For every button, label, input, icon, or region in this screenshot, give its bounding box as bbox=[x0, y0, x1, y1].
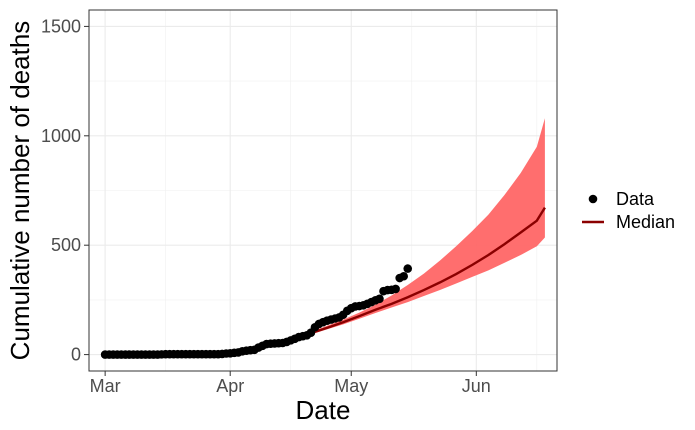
y-axis-title: Cumulative number of deaths bbox=[5, 21, 35, 361]
x-axis: Mar Apr May Jun bbox=[90, 371, 491, 396]
data-point bbox=[391, 284, 400, 294]
grid bbox=[89, 10, 557, 371]
legend-label: Median bbox=[616, 212, 675, 232]
y-tick-label: 0 bbox=[71, 345, 81, 365]
y-tick-label: 500 bbox=[51, 235, 81, 255]
legend-label: Data bbox=[616, 189, 655, 209]
x-axis-title: Date bbox=[296, 395, 351, 425]
x-tick-label: Jun bbox=[462, 376, 491, 396]
confidence-band-layer bbox=[294, 118, 545, 339]
x-tick-label: Apr bbox=[216, 376, 244, 396]
median-line-layer bbox=[294, 206, 546, 340]
y-tick-label: 1000 bbox=[41, 126, 81, 146]
data-point bbox=[399, 271, 408, 281]
median-line bbox=[294, 206, 546, 340]
data-point bbox=[403, 264, 413, 273]
legend: Data Median bbox=[582, 189, 675, 232]
x-tick-label: May bbox=[334, 376, 368, 396]
y-axis: 0 500 1000 1500 bbox=[41, 16, 89, 365]
data-points-layer bbox=[100, 264, 413, 359]
data-point bbox=[375, 294, 384, 304]
y-tick-label: 1500 bbox=[41, 16, 81, 36]
legend-point-key bbox=[588, 194, 598, 204]
confidence-band bbox=[294, 118, 545, 339]
x-tick-label: Mar bbox=[90, 376, 121, 396]
plot-panel-border bbox=[88, 9, 558, 372]
